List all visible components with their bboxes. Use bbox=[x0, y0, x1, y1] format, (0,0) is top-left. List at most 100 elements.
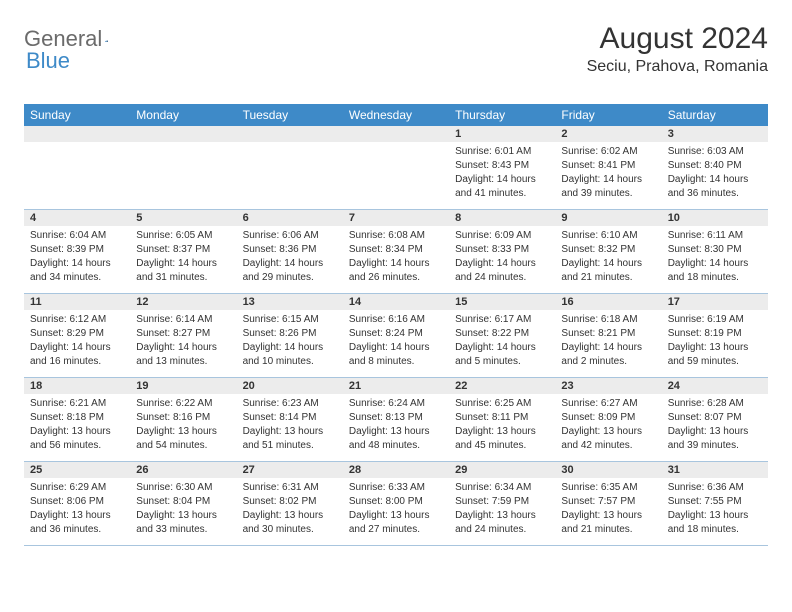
day-number: 5 bbox=[130, 210, 236, 226]
day-sr: Sunrise: 6:02 AM bbox=[561, 145, 655, 158]
day-details: Sunrise: 6:06 AMSunset: 8:36 PMDaylight:… bbox=[237, 226, 343, 289]
day-cell: 8Sunrise: 6:09 AMSunset: 8:33 PMDaylight… bbox=[449, 210, 555, 294]
day-sr: Sunrise: 6:36 AM bbox=[668, 481, 762, 494]
day-cell: 12Sunrise: 6:14 AMSunset: 8:27 PMDayligh… bbox=[130, 294, 236, 378]
day-sr: Sunrise: 6:01 AM bbox=[455, 145, 549, 158]
day-number: 13 bbox=[237, 294, 343, 310]
day-details: Sunrise: 6:03 AMSunset: 8:40 PMDaylight:… bbox=[662, 142, 768, 205]
day-number: 28 bbox=[343, 462, 449, 478]
day-details: Sunrise: 6:29 AMSunset: 8:06 PMDaylight:… bbox=[24, 478, 130, 541]
day-sr: Sunrise: 6:22 AM bbox=[136, 397, 230, 410]
day-ss: Sunset: 8:34 PM bbox=[349, 243, 443, 256]
day-cell: 26Sunrise: 6:30 AMSunset: 8:04 PMDayligh… bbox=[130, 462, 236, 546]
weekday-thu: Thursday bbox=[449, 104, 555, 126]
location-text: Seciu, Prahova, Romania bbox=[587, 58, 768, 76]
day-details: Sunrise: 6:23 AMSunset: 8:14 PMDaylight:… bbox=[237, 394, 343, 457]
day-dl1: Daylight: 14 hours bbox=[455, 257, 549, 270]
weekday-sun: Sunday bbox=[24, 104, 130, 126]
day-cell: 1Sunrise: 6:01 AMSunset: 8:43 PMDaylight… bbox=[449, 126, 555, 210]
day-number: 23 bbox=[555, 378, 661, 394]
day-dl1: Daylight: 13 hours bbox=[668, 341, 762, 354]
day-dl1: Daylight: 13 hours bbox=[455, 425, 549, 438]
day-dl2: and 21 minutes. bbox=[561, 271, 655, 284]
day-details: Sunrise: 6:16 AMSunset: 8:24 PMDaylight:… bbox=[343, 310, 449, 373]
day-sr: Sunrise: 6:17 AM bbox=[455, 313, 549, 326]
day-sr: Sunrise: 6:09 AM bbox=[455, 229, 549, 242]
day-dl1: Daylight: 14 hours bbox=[136, 257, 230, 270]
day-number: 12 bbox=[130, 294, 236, 310]
day-ss: Sunset: 8:16 PM bbox=[136, 411, 230, 424]
day-dl1: Daylight: 13 hours bbox=[455, 509, 549, 522]
day-cell: 11Sunrise: 6:12 AMSunset: 8:29 PMDayligh… bbox=[24, 294, 130, 378]
day-details: Sunrise: 6:14 AMSunset: 8:27 PMDaylight:… bbox=[130, 310, 236, 373]
day-ss: Sunset: 7:59 PM bbox=[455, 495, 549, 508]
day-dl2: and 2 minutes. bbox=[561, 355, 655, 368]
day-number: 29 bbox=[449, 462, 555, 478]
day-dl1: Daylight: 13 hours bbox=[136, 425, 230, 438]
day-number: 16 bbox=[555, 294, 661, 310]
day-ss: Sunset: 8:41 PM bbox=[561, 159, 655, 172]
day-number: 30 bbox=[555, 462, 661, 478]
day-sr: Sunrise: 6:23 AM bbox=[243, 397, 337, 410]
day-ss: Sunset: 8:04 PM bbox=[136, 495, 230, 508]
day-ss: Sunset: 7:55 PM bbox=[668, 495, 762, 508]
day-sr: Sunrise: 6:15 AM bbox=[243, 313, 337, 326]
day-number: 8 bbox=[449, 210, 555, 226]
day-number: 11 bbox=[24, 294, 130, 310]
day-ss: Sunset: 8:37 PM bbox=[136, 243, 230, 256]
day-dl2: and 31 minutes. bbox=[136, 271, 230, 284]
day-sr: Sunrise: 6:28 AM bbox=[668, 397, 762, 410]
day-dl2: and 26 minutes. bbox=[349, 271, 443, 284]
day-number: 19 bbox=[130, 378, 236, 394]
week-row: 11Sunrise: 6:12 AMSunset: 8:29 PMDayligh… bbox=[24, 294, 768, 378]
day-dl2: and 36 minutes. bbox=[668, 187, 762, 200]
day-number: 21 bbox=[343, 378, 449, 394]
day-cell: 31Sunrise: 6:36 AMSunset: 7:55 PMDayligh… bbox=[662, 462, 768, 546]
day-dl1: Daylight: 14 hours bbox=[668, 257, 762, 270]
brand-word2: Blue bbox=[26, 48, 70, 74]
day-dl1: Daylight: 13 hours bbox=[561, 509, 655, 522]
day-cell: 18Sunrise: 6:21 AMSunset: 8:18 PMDayligh… bbox=[24, 378, 130, 462]
day-cell bbox=[130, 126, 236, 210]
day-dl1: Daylight: 13 hours bbox=[349, 425, 443, 438]
day-ss: Sunset: 8:00 PM bbox=[349, 495, 443, 508]
day-cell: 4Sunrise: 6:04 AMSunset: 8:39 PMDaylight… bbox=[24, 210, 130, 294]
day-dl2: and 24 minutes. bbox=[455, 523, 549, 536]
day-sr: Sunrise: 6:18 AM bbox=[561, 313, 655, 326]
day-dl2: and 16 minutes. bbox=[30, 355, 124, 368]
weekday-mon: Monday bbox=[130, 104, 236, 126]
day-dl2: and 30 minutes. bbox=[243, 523, 337, 536]
day-details: Sunrise: 6:02 AMSunset: 8:41 PMDaylight:… bbox=[555, 142, 661, 205]
day-dl2: and 42 minutes. bbox=[561, 439, 655, 452]
week-row: 1Sunrise: 6:01 AMSunset: 8:43 PMDaylight… bbox=[24, 126, 768, 210]
day-sr: Sunrise: 6:29 AM bbox=[30, 481, 124, 494]
day-sr: Sunrise: 6:25 AM bbox=[455, 397, 549, 410]
day-ss: Sunset: 8:30 PM bbox=[668, 243, 762, 256]
day-cell: 15Sunrise: 6:17 AMSunset: 8:22 PMDayligh… bbox=[449, 294, 555, 378]
day-sr: Sunrise: 6:30 AM bbox=[136, 481, 230, 494]
day-ss: Sunset: 8:02 PM bbox=[243, 495, 337, 508]
day-number: 9 bbox=[555, 210, 661, 226]
day-number: 18 bbox=[24, 378, 130, 394]
day-cell: 24Sunrise: 6:28 AMSunset: 8:07 PMDayligh… bbox=[662, 378, 768, 462]
day-dl1: Daylight: 13 hours bbox=[561, 425, 655, 438]
day-number: 14 bbox=[343, 294, 449, 310]
day-dl2: and 45 minutes. bbox=[455, 439, 549, 452]
day-dl1: Daylight: 14 hours bbox=[349, 341, 443, 354]
day-dl1: Daylight: 13 hours bbox=[668, 509, 762, 522]
day-dl1: Daylight: 13 hours bbox=[243, 425, 337, 438]
day-dl1: Daylight: 14 hours bbox=[455, 173, 549, 186]
day-details: Sunrise: 6:22 AMSunset: 8:16 PMDaylight:… bbox=[130, 394, 236, 457]
day-cell: 5Sunrise: 6:05 AMSunset: 8:37 PMDaylight… bbox=[130, 210, 236, 294]
day-number: 22 bbox=[449, 378, 555, 394]
day-dl1: Daylight: 13 hours bbox=[30, 425, 124, 438]
day-details: Sunrise: 6:12 AMSunset: 8:29 PMDaylight:… bbox=[24, 310, 130, 373]
logo-mark-icon bbox=[105, 34, 108, 48]
day-number bbox=[343, 126, 449, 142]
day-ss: Sunset: 7:57 PM bbox=[561, 495, 655, 508]
calendar-page: General August 2024 Seciu, Prahova, Roma… bbox=[0, 0, 792, 546]
day-dl1: Daylight: 14 hours bbox=[30, 341, 124, 354]
day-ss: Sunset: 8:27 PM bbox=[136, 327, 230, 340]
day-ss: Sunset: 8:19 PM bbox=[668, 327, 762, 340]
day-cell: 6Sunrise: 6:06 AMSunset: 8:36 PMDaylight… bbox=[237, 210, 343, 294]
